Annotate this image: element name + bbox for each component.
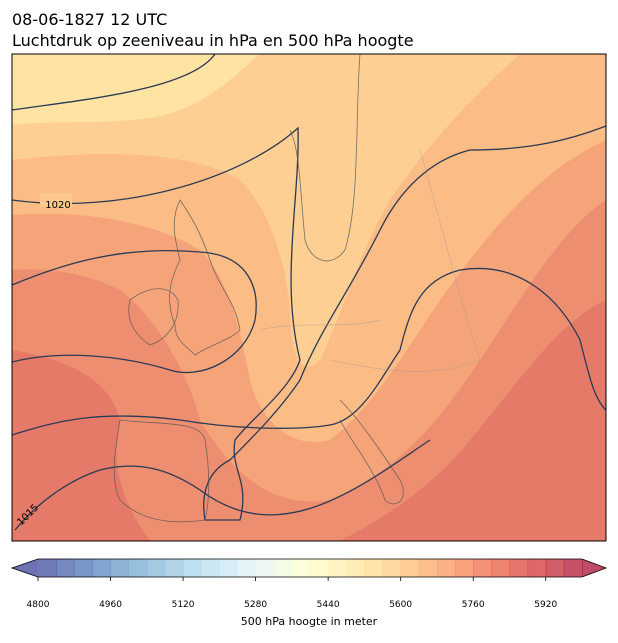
colorbar-extend bbox=[582, 559, 606, 577]
colorbar-segment bbox=[128, 559, 148, 577]
label-bg bbox=[40, 193, 72, 207]
colorbar-segment bbox=[237, 559, 257, 577]
colorbar-segment bbox=[545, 559, 565, 577]
colorbar-segment bbox=[382, 559, 402, 577]
colorbar-segment bbox=[310, 559, 329, 577]
colorbar-segment bbox=[563, 559, 583, 577]
colorbar-tick-label: 5280 bbox=[244, 600, 267, 610]
title: 08-06-1827 12 UTC bbox=[12, 10, 167, 29]
isobar bbox=[14, 439, 431, 531]
field bbox=[12, 54, 520, 367]
colorbar: 4800 4960 5120 5280 5440 5600 5760 5920 bbox=[10, 558, 608, 610]
isobar-label: 1020 bbox=[45, 200, 70, 211]
isobar bbox=[12, 267, 606, 436]
coastline bbox=[289, 54, 361, 262]
colorbar-tick-label: 4800 bbox=[27, 600, 50, 610]
colorbar-segment bbox=[38, 559, 57, 577]
colorbar-tick-label: 5120 bbox=[172, 600, 195, 610]
colorbar-tick-label: 5920 bbox=[534, 600, 557, 610]
field bbox=[12, 54, 260, 125]
isobar bbox=[12, 54, 216, 111]
isobar bbox=[12, 249, 257, 374]
colorbar-segment bbox=[364, 559, 384, 577]
coastline bbox=[128, 288, 179, 346]
coastline bbox=[169, 199, 241, 356]
colorbar-tick-label: 5760 bbox=[462, 600, 485, 610]
border bbox=[259, 149, 481, 372]
colorbar-segment bbox=[74, 559, 93, 577]
colorbar-segment bbox=[219, 559, 238, 577]
colorbar-extend bbox=[12, 559, 38, 577]
isobar bbox=[12, 125, 606, 521]
colorbar-tick-label: 5440 bbox=[317, 600, 340, 610]
colorbar-label: 500 hPa hoogte in meter bbox=[241, 615, 378, 628]
colorbar-segment bbox=[418, 559, 438, 577]
colorbar-segment bbox=[346, 559, 365, 577]
colorbar-segment bbox=[509, 559, 529, 577]
colorbar-segment bbox=[473, 559, 492, 577]
colorbar-segment bbox=[56, 559, 75, 577]
colorbar-segment bbox=[146, 559, 166, 577]
colorbar-segment bbox=[110, 559, 130, 577]
colorbar-tick-label: 5600 bbox=[389, 600, 412, 610]
colorbar-segment bbox=[491, 559, 510, 577]
coastline bbox=[113, 419, 210, 523]
colorbar-segment bbox=[255, 559, 275, 577]
colorbar-segment bbox=[455, 559, 474, 577]
colorbar-segment bbox=[400, 559, 420, 577]
colorbar-segment bbox=[92, 559, 112, 577]
colorbar-segment bbox=[201, 559, 220, 577]
colorbar-segment bbox=[183, 559, 202, 577]
colorbar-segment bbox=[527, 559, 547, 577]
colorbar-segment bbox=[291, 559, 311, 577]
colorbar-segment bbox=[164, 559, 184, 577]
colorbar-segment bbox=[273, 559, 293, 577]
colorbar-segment bbox=[436, 559, 456, 577]
colorbar-tick-label: 4960 bbox=[99, 600, 122, 610]
coastline bbox=[339, 399, 404, 505]
map: 1020 1015 bbox=[12, 54, 606, 541]
colorbar-outline bbox=[10, 558, 608, 578]
map-frame bbox=[11, 53, 607, 542]
subtitle: Luchtdruk op zeeniveau in hPa en 500 hPa… bbox=[12, 31, 414, 50]
colorbar-segment bbox=[328, 559, 347, 577]
